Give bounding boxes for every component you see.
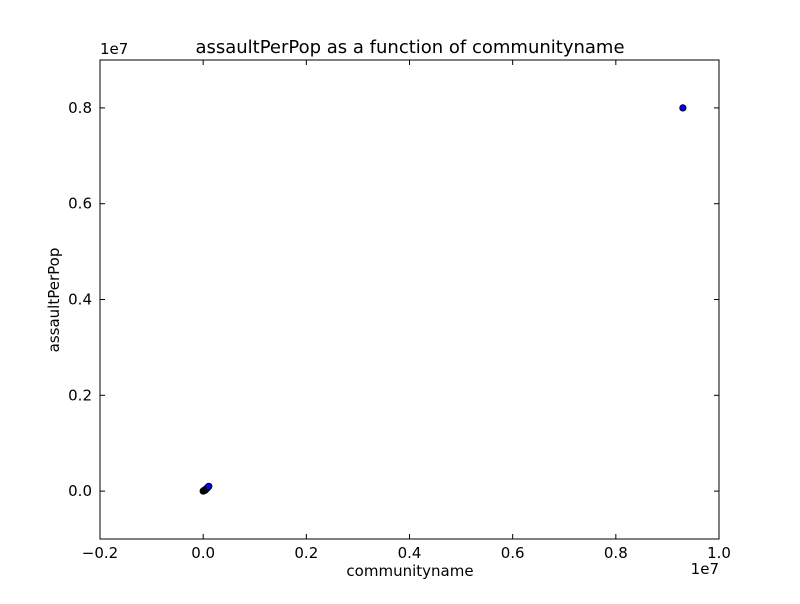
points-layer [199,104,687,495]
y-tick-label: 0.6 [68,195,92,213]
x-tick-label: 0.6 [501,544,525,562]
x-tick-label: 0.2 [294,544,318,562]
x-tick-label: −0.2 [82,544,118,562]
y-tick-label: 0.8 [68,99,92,117]
chart-title: assaultPerPop as a function of community… [195,37,624,58]
y-offset-label: 1e7 [100,40,128,58]
scatter-point [205,482,213,490]
x-axis-label: communityname [346,562,473,580]
y-tick-label: 0.0 [68,482,92,500]
x-tick-label: 1.0 [707,544,731,562]
axes-frame [99,59,720,540]
x-tick-label: 0.4 [398,544,422,562]
x-tick-label: 0.8 [604,544,628,562]
scatter-point [679,104,687,112]
x-offset-label: 1e7 [691,560,719,578]
x-tick-label: 0.0 [191,544,215,562]
y-axis-label: assaultPerPop [45,248,63,353]
y-tick-label: 0.4 [68,291,92,309]
ticks-layer: −0.2 0.0 0.2 0.4 0.6 0.8 1.0 0.0 0.2 0.4 0.6 0.8 [68,60,731,562]
y-tick-label: 0.2 [68,386,92,404]
